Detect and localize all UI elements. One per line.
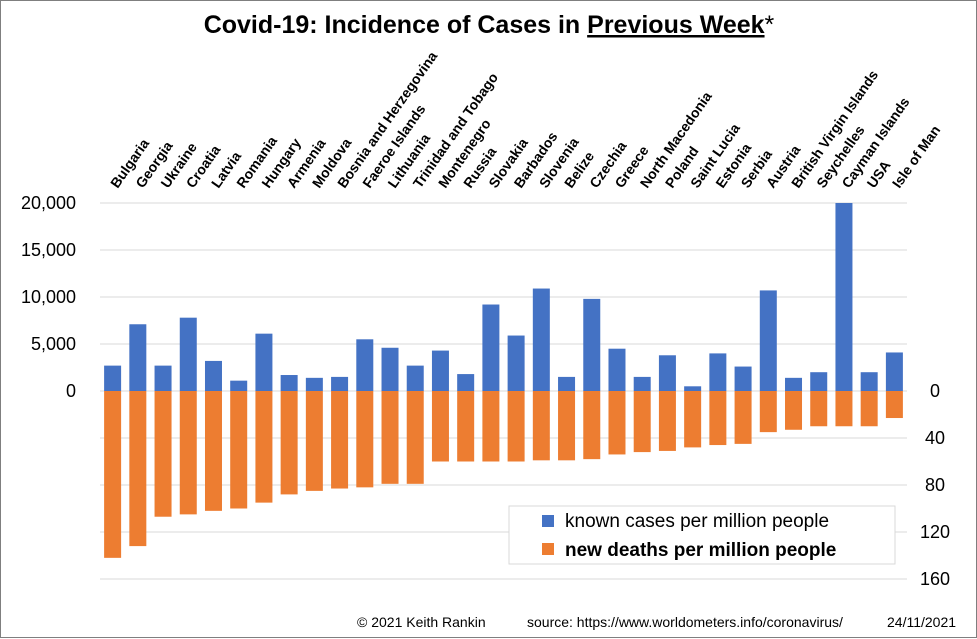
right-tick-label: 80 [925, 475, 945, 495]
bar-deaths [255, 391, 273, 503]
footer-credit: © 2021 Keith Rankin [357, 614, 486, 630]
bar-cases [810, 372, 828, 391]
bar-cases [633, 376, 651, 391]
bar-cases [230, 380, 248, 391]
left-tick-label: 10,000 [21, 287, 76, 307]
left-tick-label: 15,000 [21, 240, 76, 260]
bar-cases [558, 376, 576, 391]
bar-deaths [835, 391, 853, 427]
bar-deaths [658, 391, 676, 451]
bar-cases [381, 347, 399, 391]
bar-cases [457, 374, 475, 391]
right-tick-label: 40 [925, 428, 945, 448]
bar-cases [204, 360, 222, 391]
bar-deaths [860, 391, 878, 427]
bar-deaths [129, 391, 147, 547]
bar-cases [608, 348, 626, 391]
bar-cases [154, 365, 172, 391]
bar-deaths [684, 391, 702, 448]
bar-cases [482, 304, 500, 391]
bar-deaths [633, 391, 651, 453]
bar-cases [129, 324, 147, 391]
legend-label-cases: known cases per million people [565, 511, 829, 532]
footer-source: source: https://www.worldometers.info/co… [527, 614, 843, 630]
bar-cases [104, 365, 122, 391]
bar-deaths [331, 391, 349, 489]
bar-cases [532, 288, 550, 391]
bar-cases [684, 386, 702, 391]
bar-deaths [507, 391, 525, 462]
bar-deaths [885, 391, 903, 419]
bar-deaths [558, 391, 576, 461]
bar-cases [255, 333, 273, 391]
bar-cases [583, 298, 601, 391]
bar-deaths [154, 391, 172, 517]
left-tick-label: 0 [66, 381, 76, 401]
bar-cases [860, 372, 878, 391]
bar-deaths [734, 391, 752, 444]
bar-deaths [532, 391, 550, 461]
bar-cases [305, 377, 323, 391]
category-labels: BulgariaGeorgiaUkraineCroatiaLatviaRoman… [107, 48, 943, 191]
bar-deaths [583, 391, 601, 460]
legend-box [508, 505, 896, 565]
chart-title: Covid-19: Incidence of Cases in Previous… [204, 11, 775, 39]
bar-cases [431, 350, 449, 391]
bar-cases [356, 339, 374, 391]
bar-deaths [431, 391, 449, 462]
footer-date: 24/11/2021 [887, 614, 956, 630]
bar-cases [759, 290, 777, 391]
right-tick-label: 120 [920, 522, 950, 542]
bar-cases [658, 355, 676, 391]
bar-deaths [482, 391, 500, 462]
legend-label-deaths: new deaths per million people [565, 540, 836, 561]
legend: known cases per million people new death… [508, 505, 896, 565]
bar-cases [709, 353, 727, 391]
bar-cases [835, 203, 853, 391]
bar-deaths [356, 391, 374, 488]
bar-deaths [381, 391, 399, 484]
bar-cases [406, 365, 424, 391]
bar-deaths [204, 391, 222, 511]
right-tick-label: 160 [920, 569, 950, 589]
bar-deaths [759, 391, 777, 433]
bar-cases [280, 375, 298, 391]
bar-deaths [709, 391, 727, 446]
bars [104, 203, 903, 558]
left-axis: 20,000 15,000 10,000 5,000 0 [21, 193, 76, 401]
category-label: Isle of Man [889, 122, 944, 190]
legend-swatch-deaths [542, 543, 554, 555]
bar-deaths [179, 391, 197, 515]
bar-cases [885, 352, 903, 391]
bar-deaths [457, 391, 475, 462]
legend-swatch-cases [542, 515, 554, 527]
bar-deaths [104, 391, 122, 558]
bar-deaths [280, 391, 298, 495]
bar-cases [785, 377, 803, 391]
bar-cases [507, 335, 525, 391]
left-tick-label: 5,000 [31, 334, 76, 354]
left-tick-label: 20,000 [21, 193, 76, 213]
right-axis: 0 40 80 120 160 [920, 381, 950, 589]
bar-deaths [305, 391, 323, 491]
bar-deaths [810, 391, 828, 427]
bar-deaths [406, 391, 424, 484]
bar-deaths [785, 391, 803, 430]
right-tick-label: 0 [930, 381, 940, 401]
bar-deaths [608, 391, 626, 455]
bar-cases [734, 366, 752, 391]
bar-cases [179, 317, 197, 391]
bar-deaths [230, 391, 248, 509]
bar-cases [331, 376, 349, 391]
